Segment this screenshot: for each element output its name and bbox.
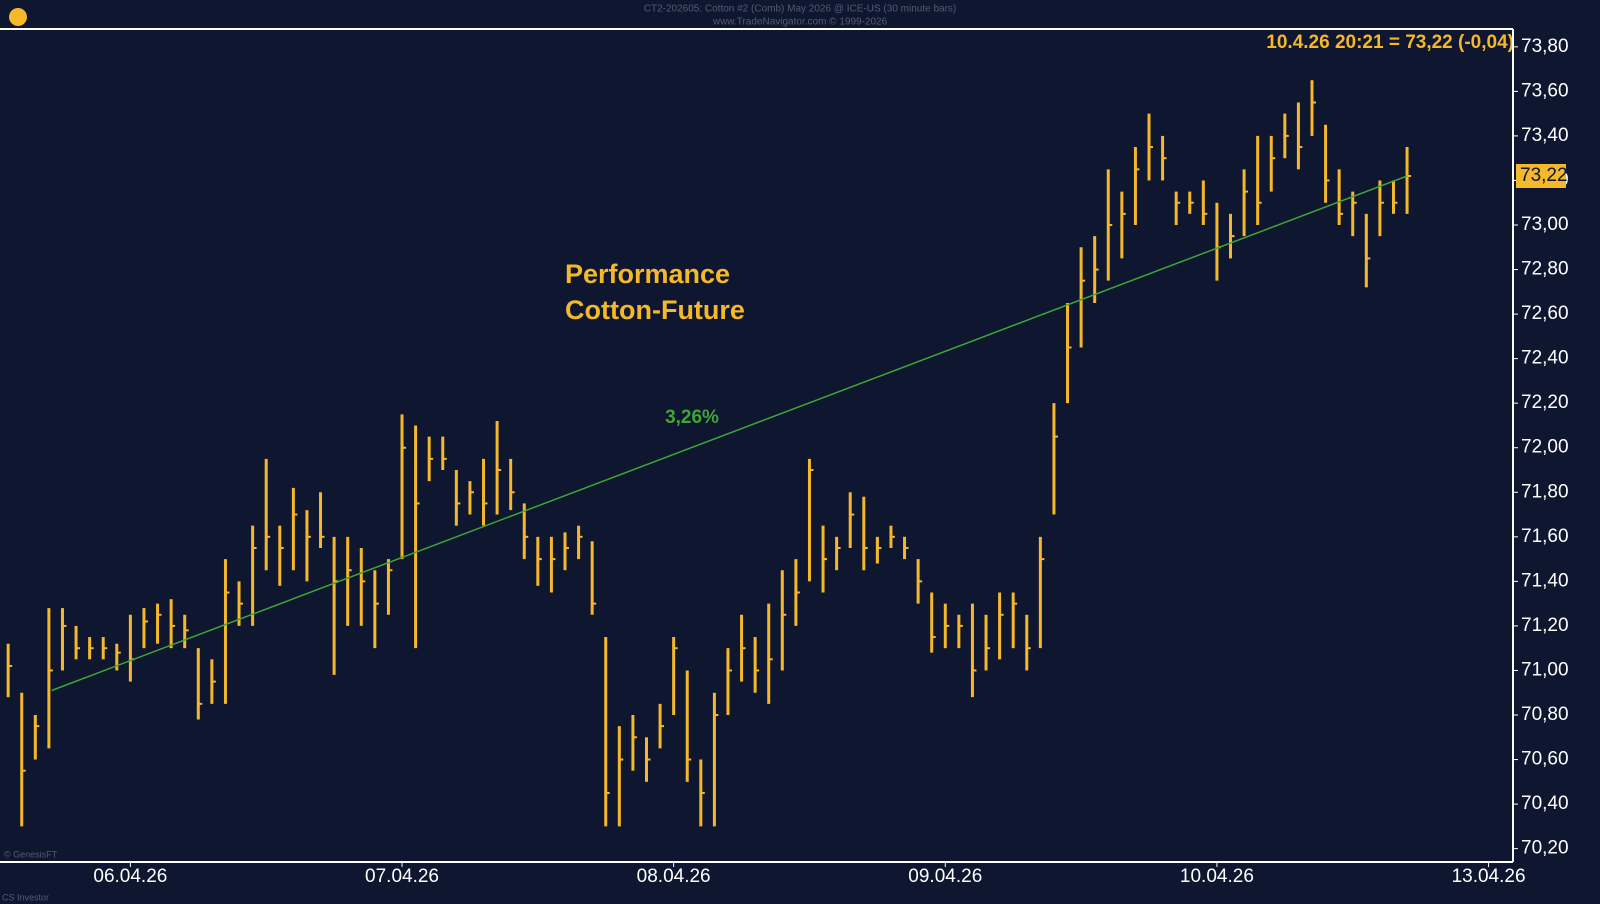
- chart-title: Performance: [565, 259, 730, 289]
- y-tick-label: 73,80: [1521, 36, 1569, 57]
- logo: [9, 8, 27, 26]
- x-tick-label: 10.04.26: [1180, 866, 1254, 887]
- y-tick-label: 73,00: [1521, 214, 1569, 235]
- last-quote: 10.4.26 20:21 = 73,22 (-0,04): [1266, 32, 1514, 53]
- y-tick-label: 70,20: [1521, 838, 1569, 859]
- trend-label: 3,26%: [665, 407, 719, 428]
- source: © GenesisFT: [4, 849, 58, 859]
- price-tag: 73,22: [1520, 165, 1568, 186]
- y-tick-label: 71,80: [1521, 481, 1569, 502]
- y-tick-label: 71,40: [1521, 570, 1569, 591]
- subheader: www.TradeNavigator.com © 1999-2026: [712, 17, 888, 28]
- y-tick-label: 71,60: [1521, 526, 1569, 547]
- y-tick-label: 70,80: [1521, 704, 1569, 725]
- y-tick-label: 70,40: [1521, 793, 1569, 814]
- chart-subtitle: Cotton-Future: [565, 295, 745, 325]
- y-tick-label: 72,40: [1521, 348, 1569, 369]
- x-tick-label: 09.04.26: [908, 866, 982, 887]
- price-tag-box: [1516, 164, 1566, 188]
- header: CT2-202605: Cotton #2 (Comb) May 2026 @ …: [644, 4, 957, 15]
- y-tick-label: 72,80: [1521, 259, 1569, 280]
- x-tick-label: 06.04.26: [93, 866, 167, 887]
- y-tick-label: 70,60: [1521, 749, 1569, 770]
- trend-line: [51, 175, 1408, 692]
- y-tick-label: 73,60: [1521, 80, 1569, 101]
- x-tick-label: 13.04.26: [1452, 866, 1526, 887]
- x-tick-label: 08.04.26: [637, 866, 711, 887]
- y-tick-label: 73,40: [1521, 125, 1569, 146]
- x-tick-label: 07.04.26: [365, 866, 439, 887]
- y-tick-label: 71,00: [1521, 659, 1569, 680]
- y-tick-label: 72,00: [1521, 437, 1569, 458]
- y-tick-label: 72,60: [1521, 303, 1569, 324]
- y-tick-label: 72,20: [1521, 392, 1569, 413]
- y-tick-label: 71,20: [1521, 615, 1569, 636]
- footer: CS Investor: [2, 892, 49, 902]
